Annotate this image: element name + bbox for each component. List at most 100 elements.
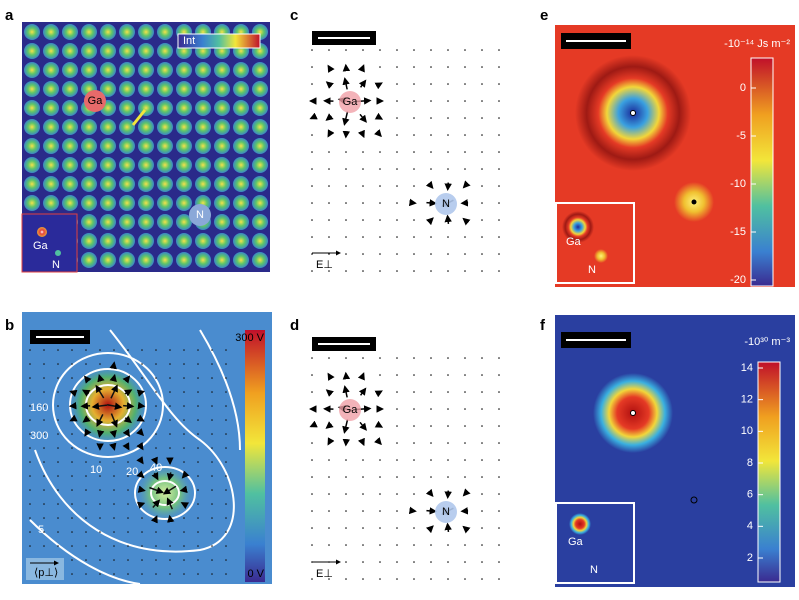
dot: [430, 270, 432, 272]
dot: [379, 236, 381, 238]
dot: [464, 476, 466, 478]
dot: [29, 363, 31, 365]
dot: [311, 168, 313, 170]
field-arrow: [462, 217, 471, 226]
disc: [81, 176, 97, 192]
disc: [195, 233, 211, 249]
disc: [24, 100, 40, 116]
dot: [430, 253, 432, 255]
panel-label: f: [540, 317, 546, 334]
dot: [311, 151, 313, 153]
dot: [413, 544, 415, 546]
dot: [141, 377, 143, 379]
disc: [214, 119, 230, 135]
disc: [214, 100, 230, 116]
dot: [183, 573, 185, 575]
dot: [155, 559, 157, 561]
n-marker: [435, 193, 457, 215]
field-arrow: [425, 525, 434, 534]
dot: [430, 578, 432, 580]
disc: [157, 62, 173, 78]
dot: [211, 377, 213, 379]
dot: [99, 559, 101, 561]
dot: [183, 447, 185, 449]
dot: [362, 202, 364, 204]
disc: [62, 24, 78, 40]
dot: [328, 270, 330, 272]
dot: [225, 545, 227, 547]
colorbar-tick: -20: [730, 274, 746, 286]
field-arrow: [84, 428, 92, 437]
dot: [362, 510, 364, 512]
colorbar-ticks: 0 -5 -10 -15 -20: [730, 82, 756, 286]
field-arrow: [357, 437, 365, 447]
dot: [169, 573, 171, 575]
dot: [413, 151, 415, 153]
dot: [183, 517, 185, 519]
dot: [447, 66, 449, 68]
panel-label: e: [540, 7, 548, 24]
dot: [57, 545, 59, 547]
dot: [362, 561, 364, 563]
dot: [141, 545, 143, 547]
dot: [379, 476, 381, 478]
dot: [413, 168, 415, 170]
dot: [396, 270, 398, 272]
inset-label: N: [52, 259, 60, 271]
disc: [233, 176, 249, 192]
dot: [197, 419, 199, 421]
dot: [345, 544, 347, 546]
dot: [127, 559, 129, 561]
dot: [225, 433, 227, 435]
field-arrow: [136, 470, 145, 479]
dot: [155, 363, 157, 365]
dot: [481, 83, 483, 85]
dot: [430, 83, 432, 85]
dot: [430, 391, 432, 393]
dot: [197, 377, 199, 379]
panel-label: b: [5, 317, 14, 334]
dot: [225, 461, 227, 463]
field-arrow: [462, 525, 471, 534]
field-arrow: [151, 471, 159, 481]
legend-label: E⊥: [316, 259, 333, 271]
dot: [43, 405, 45, 407]
unit-label: -10⁻¹⁴ Js m⁻²: [724, 38, 790, 50]
inset-n: [594, 249, 608, 263]
disc: [119, 62, 135, 78]
dot: [430, 49, 432, 51]
disc: [119, 81, 135, 97]
disc: [43, 24, 59, 40]
disc: [176, 62, 192, 78]
atom-label: Ga: [343, 404, 359, 416]
dot: [447, 134, 449, 136]
dot: [498, 544, 500, 546]
dot: [396, 219, 398, 221]
dot: [447, 236, 449, 238]
field-arrow: [462, 180, 471, 189]
field-arrow: [444, 522, 452, 533]
dot: [43, 349, 45, 351]
dot: [379, 357, 381, 359]
disc: [252, 62, 268, 78]
disc: [100, 176, 116, 192]
dot: [379, 527, 381, 529]
dot: [311, 391, 313, 393]
dot: [498, 510, 500, 512]
dot: [43, 461, 45, 463]
field-arrow: [122, 428, 131, 437]
disc: [233, 100, 249, 116]
disc: [81, 195, 97, 211]
dot: [447, 578, 449, 580]
dot: [85, 489, 87, 491]
dot: [464, 442, 466, 444]
disc: [119, 43, 135, 59]
dot: [99, 349, 101, 351]
dot: [362, 544, 364, 546]
disc: [62, 138, 78, 154]
n-marker: [435, 501, 457, 523]
dot: [29, 447, 31, 449]
field-arrow: [136, 389, 146, 397]
disc: [100, 195, 116, 211]
field-arrow: [426, 507, 438, 515]
